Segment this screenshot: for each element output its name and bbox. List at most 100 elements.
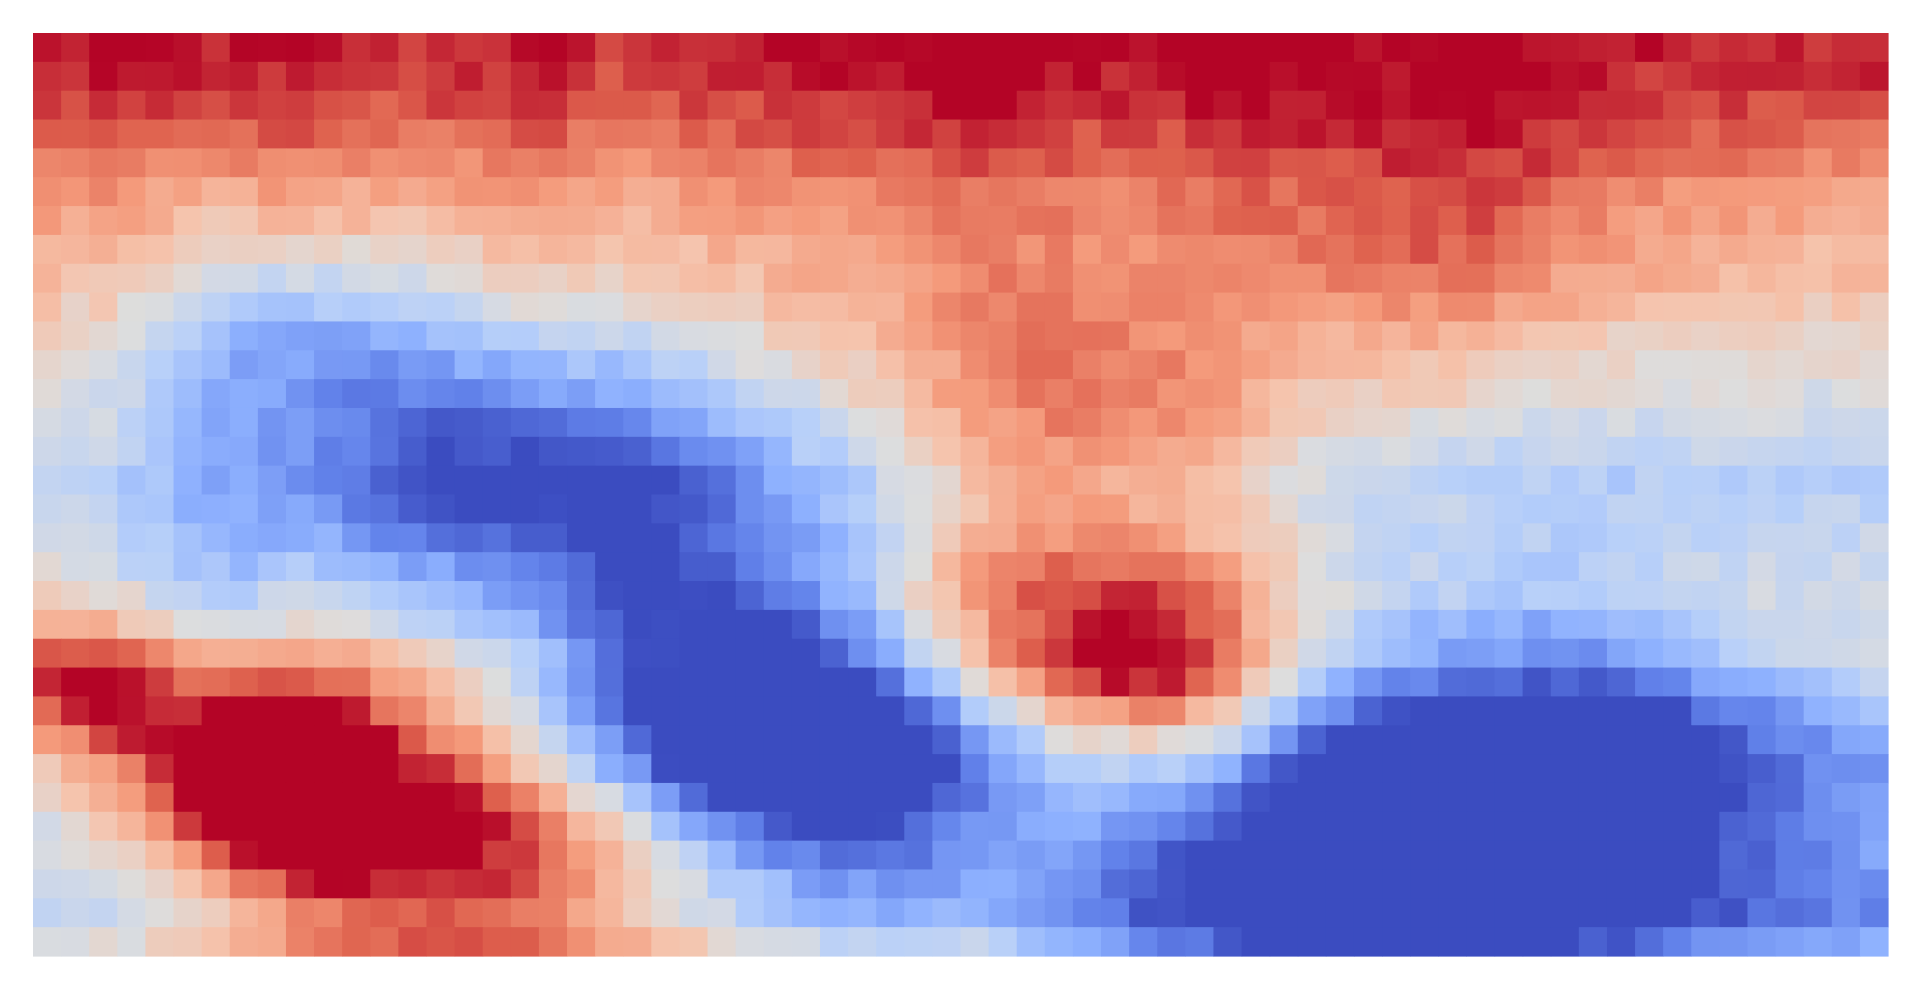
heatmap-cell	[876, 350, 905, 380]
heatmap-cell	[904, 350, 933, 380]
heatmap-cell	[960, 581, 990, 611]
heatmap-cell	[33, 782, 62, 813]
heatmap-cell	[1410, 465, 1439, 496]
heatmap-cell	[988, 90, 1018, 121]
heatmap-cell	[1382, 292, 1411, 323]
heatmap-cell	[1269, 523, 1299, 553]
heatmap-cell	[679, 581, 709, 611]
heatmap-cell	[651, 494, 681, 524]
heatmap-cell	[904, 811, 933, 842]
heatmap-cell	[1157, 177, 1186, 207]
heatmap-cell	[1719, 869, 1749, 899]
heatmap-cell	[510, 321, 540, 351]
heatmap-cell	[567, 869, 596, 899]
heatmap-cell	[510, 234, 540, 265]
heatmap-cell	[33, 927, 62, 957]
heatmap-cell	[1325, 263, 1355, 294]
heatmap-cell	[707, 436, 737, 467]
heatmap-cell	[1691, 898, 1720, 928]
heatmap-cell	[1269, 61, 1299, 92]
heatmap-cell	[819, 811, 849, 842]
heatmap-cell	[145, 840, 175, 871]
heatmap-cell	[791, 148, 821, 178]
heatmap-cell	[285, 552, 315, 582]
heatmap-cell	[679, 523, 709, 553]
heatmap-cell	[314, 321, 343, 351]
heatmap-cell	[1663, 61, 1692, 92]
heatmap-cell	[398, 782, 428, 813]
heatmap-cell	[314, 581, 343, 611]
heatmap-cell	[791, 927, 821, 957]
heatmap-cell	[426, 869, 456, 899]
heatmap-cell	[651, 869, 681, 899]
heatmap-cell	[61, 263, 90, 294]
heatmap-cell	[763, 465, 793, 496]
heatmap-cell	[1269, 581, 1299, 611]
heatmap-cell	[1578, 436, 1608, 467]
heatmap-cell	[426, 177, 456, 207]
heatmap-cell	[988, 119, 1018, 149]
heatmap-cell	[848, 33, 877, 63]
heatmap-cell	[988, 523, 1018, 553]
heatmap-cell	[1072, 292, 1102, 323]
heatmap-cell	[763, 234, 793, 265]
heatmap-cell	[651, 754, 681, 784]
heatmap-cell	[1522, 581, 1552, 611]
heatmap-cell	[538, 350, 568, 380]
heatmap-cell	[1803, 552, 1833, 582]
heatmap-cell	[1578, 206, 1608, 236]
heatmap-cell	[1831, 609, 1861, 640]
heatmap-cell	[623, 33, 652, 63]
heatmap-cell	[1410, 638, 1439, 669]
heatmap-cell	[1663, 696, 1692, 726]
heatmap-cell	[567, 696, 596, 726]
heatmap-cell	[1129, 465, 1158, 496]
heatmap-cell	[848, 782, 877, 813]
heatmap-cell	[1438, 321, 1468, 351]
heatmap-cell	[1494, 523, 1524, 553]
heatmap-cell	[1719, 61, 1749, 92]
heatmap-cell	[1382, 552, 1411, 582]
heatmap-cell	[1382, 465, 1411, 496]
heatmap-cell	[1663, 552, 1692, 582]
heatmap-cell	[482, 927, 512, 957]
heatmap-cell	[735, 782, 765, 813]
heatmap-cell	[1606, 927, 1636, 957]
heatmap-cell	[61, 494, 90, 524]
heatmap-cell	[623, 523, 652, 553]
heatmap-cell	[1325, 609, 1355, 640]
heatmap-cell	[819, 581, 849, 611]
heatmap-cell	[1691, 581, 1720, 611]
heatmap-cell	[1101, 782, 1130, 813]
heatmap-cell	[848, 148, 877, 178]
heatmap-cell	[848, 581, 877, 611]
heatmap-cell	[763, 292, 793, 323]
heatmap-cell	[1550, 350, 1580, 380]
heatmap-cell	[595, 552, 624, 582]
heatmap-cell	[257, 61, 287, 92]
heatmap-cell	[1101, 61, 1130, 92]
heatmap-cell	[1129, 436, 1158, 467]
heatmap-cell	[595, 782, 624, 813]
heatmap-cell	[1859, 754, 1889, 784]
heatmap-cell	[257, 667, 287, 697]
heatmap-cell	[707, 696, 737, 726]
heatmap-cell	[173, 90, 203, 121]
heatmap-cell	[1606, 609, 1636, 640]
heatmap-cell	[173, 206, 203, 236]
heatmap-cell	[1691, 725, 1720, 755]
heatmap-cell	[1157, 725, 1186, 755]
heatmap-cell	[679, 609, 709, 640]
heatmap-cell	[1185, 119, 1215, 149]
heatmap-cell	[89, 581, 118, 611]
heatmap-cell	[1719, 725, 1749, 755]
heatmap-cell	[285, 609, 315, 640]
heatmap-cell	[229, 379, 259, 409]
heatmap-cell	[398, 667, 428, 697]
heatmap-cell	[1241, 206, 1271, 236]
heatmap-cell	[1241, 234, 1271, 265]
heatmap-cell	[1157, 379, 1186, 409]
heatmap-cell	[1606, 667, 1636, 697]
heatmap-cell	[1269, 350, 1299, 380]
heatmap-cell	[1522, 609, 1552, 640]
